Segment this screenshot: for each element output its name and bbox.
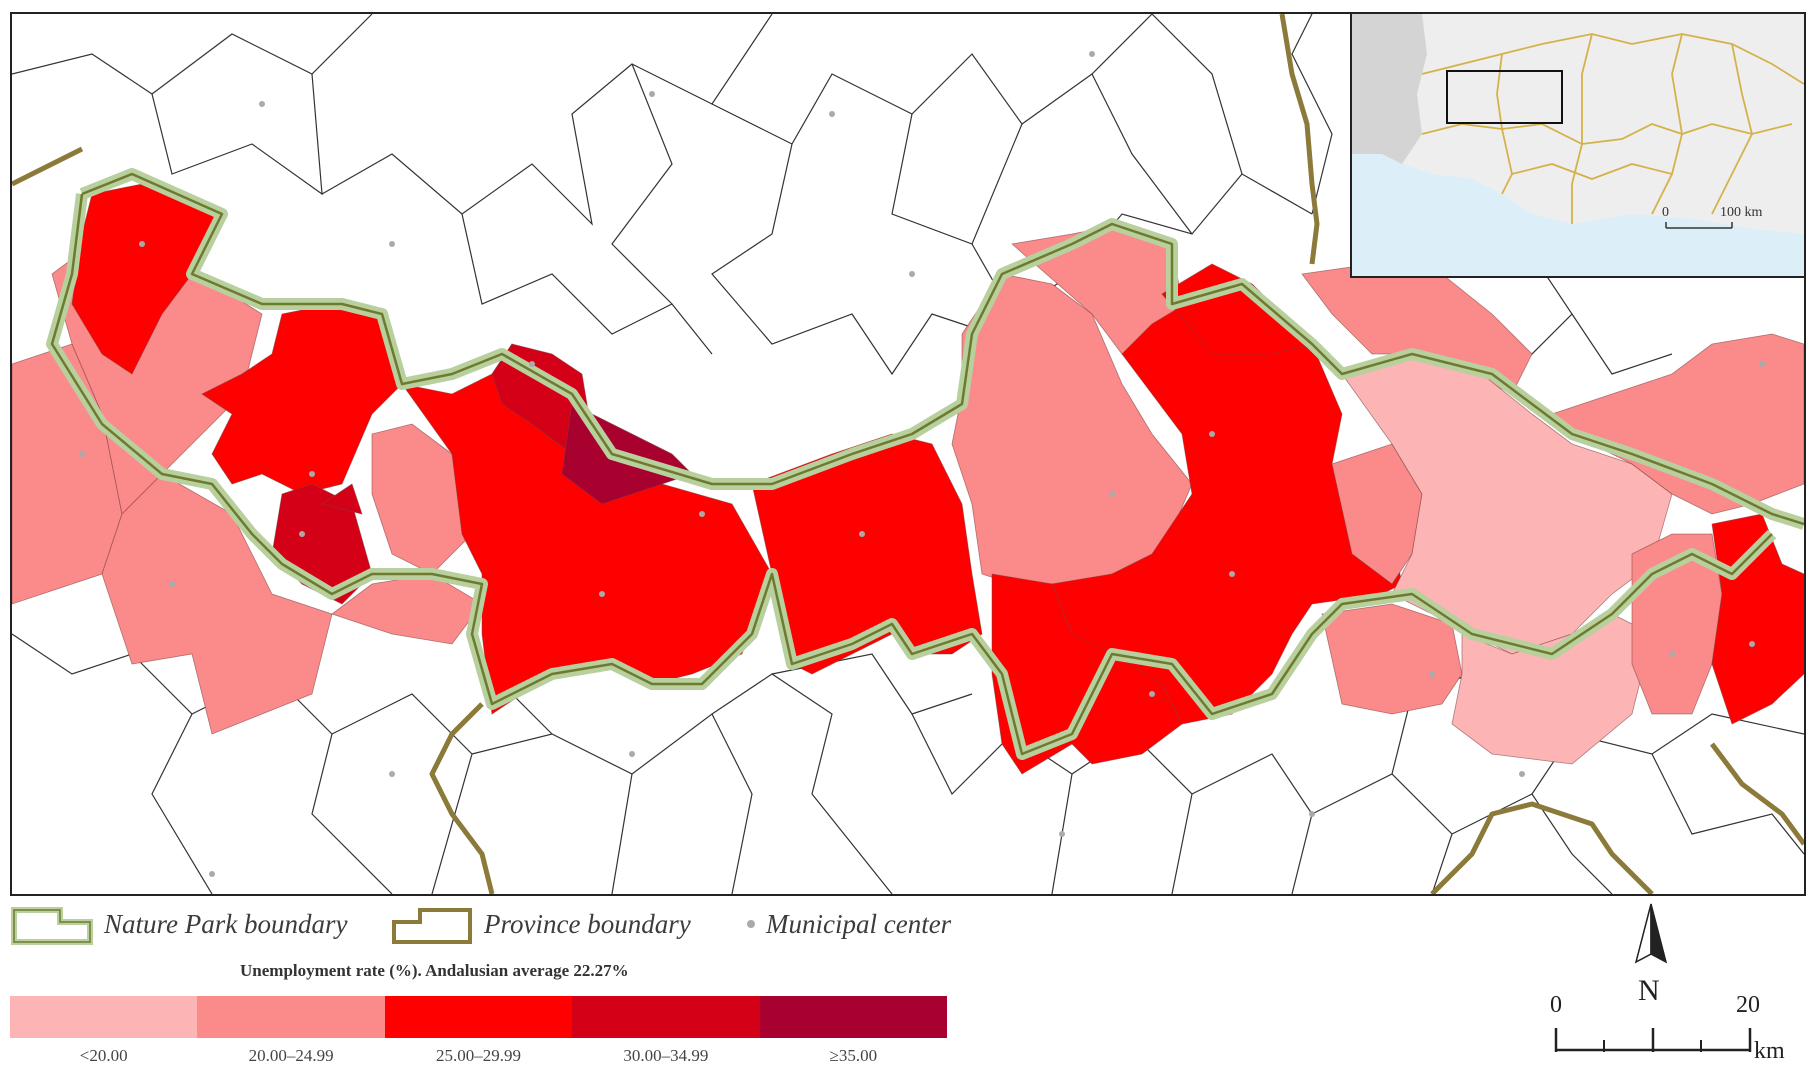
inset-locator-map: 0 100 km <box>1350 14 1804 278</box>
north-label: N <box>1638 974 1660 1007</box>
land-area <box>1352 14 1804 234</box>
municipal-center-dot <box>1149 691 1155 697</box>
municipality-fills <box>12 183 1804 775</box>
north-arrow-icon: N <box>1634 903 1668 1007</box>
municipal-center-dot <box>389 241 395 247</box>
map-frame[interactable]: 0 100 km <box>10 12 1806 896</box>
class-swatch-4 <box>572 996 760 1038</box>
province-boundary <box>12 14 1804 894</box>
legend-item-nature-park: Nature Park boundary <box>10 902 347 946</box>
legend-label-nature-park: Nature Park boundary <box>104 908 348 939</box>
municipal-center-dot <box>1749 641 1755 647</box>
municipal-center-dot <box>1229 571 1235 577</box>
municipal-center-dot <box>79 451 85 457</box>
municipal-center-dot <box>1429 671 1435 677</box>
municipality <box>1341 353 1673 655</box>
municipality <box>371 423 473 575</box>
class-label-4: 30.00–34.99 <box>623 1046 709 1065</box>
portugal-area <box>1352 14 1427 164</box>
municipality <box>1551 333 1804 515</box>
municipal-center-dot <box>529 361 535 367</box>
municipal-center-dot <box>649 91 655 97</box>
municipal-center-dot <box>829 111 835 117</box>
municipality <box>1321 603 1463 715</box>
municipal-center-dot <box>259 101 265 107</box>
class-swatch-1 <box>10 996 198 1038</box>
municipal-center-dot <box>1209 431 1215 437</box>
nature-park-symbol <box>11 907 93 945</box>
scale-bar-svg: 0 20 km <box>1550 992 1785 1064</box>
north-arrow: N <box>1626 900 1676 1010</box>
choropleth-map <box>12 14 1804 894</box>
municipal-center-dot <box>139 241 145 247</box>
municipal-center-dot <box>1089 51 1095 57</box>
municipal-center-dot <box>859 531 865 537</box>
municipal-center-dot <box>209 871 215 877</box>
inset-scale-start: 0 <box>1662 205 1669 220</box>
class-swatch-3 <box>384 996 573 1038</box>
class-label-1: <20.00 <box>79 1046 128 1065</box>
class-label-2: 20.00–24.99 <box>248 1046 334 1065</box>
municipal-centers <box>79 51 1765 877</box>
municipality <box>1451 613 1653 765</box>
municipal-center-dot <box>169 581 175 587</box>
scale-unit-label: km <box>1754 1038 1785 1064</box>
map-legend: Nature Park boundary Province boundary M… <box>10 902 1010 950</box>
municipal-center-dot <box>1309 811 1315 817</box>
colorscale-title: Unemployment rate (%). Andalusian averag… <box>240 961 629 980</box>
municipal-center-dot <box>909 271 915 277</box>
municipal-center-dot <box>599 591 605 597</box>
class-label-3: 25.00–29.99 <box>436 1046 522 1065</box>
municipal-center-dot <box>309 471 315 477</box>
legend-item-province: Province boundary <box>390 902 691 946</box>
municipal-center-dot <box>1059 831 1065 837</box>
municipality <box>321 483 363 515</box>
colorscale-bar <box>10 996 948 1038</box>
municipality <box>991 573 1183 775</box>
legend-label-province: Province boundary <box>484 908 691 939</box>
municipal-center-dot <box>699 511 705 517</box>
municipality <box>101 473 333 735</box>
class-swatch-2 <box>197 996 385 1038</box>
municipal-center-dot <box>1669 651 1675 657</box>
municipal-boundaries <box>12 14 1804 894</box>
province-symbol <box>392 908 472 944</box>
municipal-center-dot <box>629 751 635 757</box>
municipal-center-dot <box>389 771 395 777</box>
scale-end-label: 20 <box>1736 992 1760 1018</box>
municipal-center-dot <box>299 531 305 537</box>
study-area-frame <box>1446 70 1563 124</box>
municipal-center-dot <box>1519 771 1525 777</box>
legend-label-municipal: Municipal center <box>766 908 952 939</box>
colorscale-labels: <20.00 20.00–24.99 25.00–29.99 30.00–34.… <box>10 1046 947 1070</box>
nature-park-boundary <box>46 168 1804 760</box>
municipal-center-dot <box>1109 491 1115 497</box>
inset-scale-end: 100 km <box>1720 205 1763 220</box>
scale-start-label: 0 <box>1550 992 1562 1018</box>
inset-svg: 0 100 km <box>1352 14 1804 276</box>
class-label-5: ≥35.00 <box>829 1046 878 1065</box>
municipal-dot-symbol <box>747 920 755 928</box>
legend-item-municipal: Municipal center <box>744 902 951 946</box>
scale-bar: 0 20 km <box>1540 988 1802 1068</box>
class-swatch-5 <box>759 996 948 1038</box>
municipal-center-dot <box>1759 361 1765 367</box>
